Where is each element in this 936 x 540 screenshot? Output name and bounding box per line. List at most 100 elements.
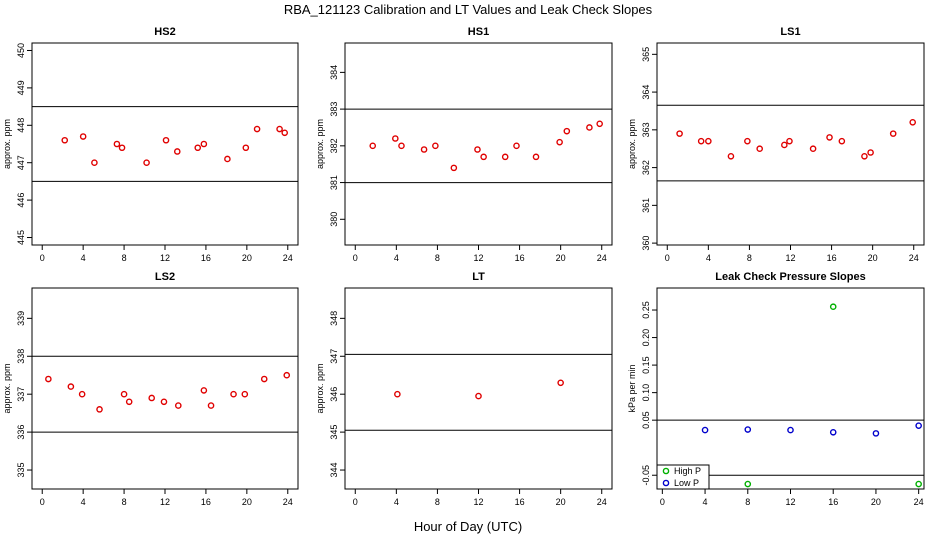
legend-label: High P	[674, 466, 701, 476]
legend-label: Low P	[674, 478, 699, 488]
y-tick-label: 0.15	[641, 356, 651, 374]
data-point-leak-low-p	[744, 426, 752, 433]
data-point-ls1-ls1	[867, 149, 874, 156]
x-tick-label: 16	[201, 253, 211, 263]
data-point-lt-lt	[394, 390, 401, 398]
x-tick-label: 4	[394, 253, 399, 263]
figure-title: RBA_121123 Calibration and LT Values and…	[284, 2, 653, 17]
x-tick-label: 12	[160, 253, 170, 263]
data-point-hs2-hs2	[61, 136, 69, 144]
x-tick-label: 20	[242, 253, 252, 263]
panel-title: LS2	[155, 271, 175, 283]
x-tick-label: 8	[435, 497, 440, 507]
x-tick-label: 20	[871, 497, 881, 507]
data-point-ls1-ls1	[909, 118, 917, 126]
data-point-hs1-hs1	[532, 153, 540, 161]
data-point-hs1-hs1	[474, 146, 481, 153]
y-axis-label: approx. ppm	[627, 119, 637, 169]
y-tick-label: 380	[329, 212, 339, 227]
data-point-leak-low-p	[872, 430, 880, 437]
data-point-leak-low-p	[701, 426, 709, 434]
data-point-hs1-hs1	[556, 138, 563, 146]
y-axis-label: approx. ppm	[2, 119, 12, 169]
x-tick-label: 12	[785, 497, 795, 507]
data-point-ls2-ls2	[200, 387, 208, 394]
y-tick-label: 335	[16, 463, 26, 478]
y-tick-label: 348	[329, 311, 339, 326]
data-point-ls2-ls2	[241, 390, 249, 398]
y-axis-label: approx. ppm	[315, 363, 325, 413]
y-tick-label: -0.05	[641, 465, 651, 486]
plot-frame	[344, 42, 613, 246]
panel-hs1: HS1 approx. ppm 0 4 8 12 16 20 24 380 381 382 383 384	[315, 26, 613, 263]
y-tick-label: 361	[641, 198, 651, 213]
data-point-hs2-hs2	[173, 148, 181, 155]
y-tick-label: 450	[16, 43, 26, 58]
panel-title: LT	[472, 271, 485, 283]
data-point-hs1-hs1	[392, 135, 399, 142]
y-tick-label: 448	[16, 118, 26, 133]
panel-lt: LT approx. ppm 0 4 8 12 16 20 24 344 345 346 347 348	[315, 271, 613, 507]
y-tick-label: 381	[329, 175, 339, 190]
y-tick-label: 382	[329, 138, 339, 153]
y-axis-label: approx. ppm	[315, 119, 325, 169]
x-tick-label: 12	[473, 497, 483, 507]
data-point-hs2-hs2	[194, 144, 202, 152]
panel-title: HS2	[154, 26, 175, 38]
panel-title: LS1	[780, 26, 800, 38]
y-tick-label: 364	[641, 85, 651, 100]
data-point-hs1-hs1	[450, 164, 458, 172]
y-tick-label: 362	[641, 160, 651, 175]
x-tick-label: 16	[515, 253, 525, 263]
x-tick-label: 8	[747, 253, 752, 263]
data-point-ls2-ls2	[230, 390, 237, 398]
y-tick-label: 0.25	[641, 301, 651, 319]
y-tick-label: 383	[329, 102, 339, 117]
data-point-hs2-hs2	[242, 144, 250, 152]
x-tick-label: 0	[353, 253, 358, 263]
x-tick-label: 12	[785, 253, 795, 263]
legend-marker	[662, 467, 670, 475]
y-axis-label: approx. ppm	[2, 363, 12, 413]
y-tick-label: 344	[329, 463, 339, 478]
y-tick-label: 346	[329, 387, 339, 402]
plot-frame	[344, 287, 613, 490]
data-point-hs2-hs2	[143, 159, 150, 167]
data-point-ls2-ls2	[125, 398, 133, 406]
data-point-ls2-ls2	[45, 375, 52, 383]
legend-marker	[662, 479, 670, 487]
data-point-hs2-hs2	[224, 155, 231, 163]
x-tick-label: 8	[122, 253, 127, 263]
x-tick-label: 24	[914, 497, 924, 507]
data-point-hs1-hs1	[513, 142, 520, 150]
y-axis-label: kPa per min	[627, 364, 637, 412]
panel-title: Leak Check Pressure Slopes	[715, 271, 865, 283]
data-point-ls1-ls1	[676, 130, 683, 137]
data-point-ls2-ls2	[260, 375, 268, 383]
x-tick-label: 16	[828, 497, 838, 507]
data-point-leak-low-p	[829, 428, 837, 436]
data-point-ls1-ls1	[889, 130, 897, 137]
plot-frame	[656, 287, 925, 490]
x-tick-label: 0	[40, 253, 45, 263]
x-tick-label: 8	[122, 497, 127, 507]
y-tick-label: 365	[641, 47, 651, 62]
data-point-hs1-hs1	[596, 120, 603, 128]
x-tick-label: 24	[283, 497, 293, 507]
data-point-leak-high-p	[829, 303, 837, 311]
data-point-ls1-ls1	[697, 137, 705, 145]
data-point-leak-low-p	[787, 426, 794, 434]
y-tick-label: 336	[16, 425, 26, 440]
x-tick-label: 4	[706, 253, 711, 263]
x-tick-label: 8	[745, 497, 750, 507]
plot-frame	[31, 42, 299, 246]
x-tick-label: 12	[160, 497, 170, 507]
y-tick-label: 0.05	[641, 411, 651, 429]
data-point-hs2-hs2	[253, 125, 261, 133]
x-tick-label: 0	[665, 253, 670, 263]
data-point-ls2-ls2	[78, 390, 86, 398]
data-point-ls1-ls1	[786, 137, 793, 145]
x-tick-label: 16	[827, 253, 837, 263]
data-point-ls1-ls1	[861, 152, 868, 160]
